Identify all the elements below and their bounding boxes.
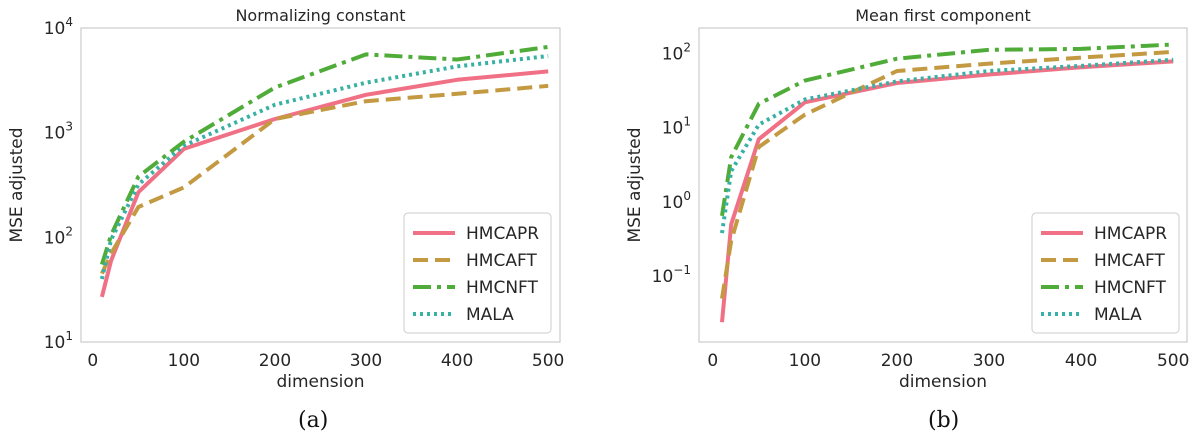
x-tick-label: 0 [87,351,98,371]
x-axis-label: dimension [276,372,364,392]
y-tick-label: 102 [44,224,73,248]
y-tick-base: 10 [652,267,674,287]
y-tick-base: 10 [662,119,684,139]
y-axis-label: MSE adjusted [7,127,27,242]
series-line-hmcnft [99,44,549,266]
legend-label-hmcapr: HMCAPR [466,224,539,244]
x-axis-label: dimension [899,372,987,392]
legend-box [1031,212,1180,334]
y-tick-exponent: 1 [683,115,691,129]
x-tick-label: 200 [881,351,913,371]
y-tick-label: 10−1 [652,263,691,287]
y-tick-base: 10 [44,124,66,144]
series-line-mala [720,57,1174,234]
plot-frame [80,27,561,343]
x-tick-label: 300 [350,351,382,371]
legend-label-hmcaft: HMCAFT [466,251,537,271]
y-tick-exponent: 2 [683,40,691,54]
y-tick-label: 104 [44,15,73,39]
y-tick-base: 10 [662,193,684,213]
y-tick-exponent: 0 [683,189,691,203]
caption-a: (a) [298,408,329,433]
legend-box [403,212,552,334]
legend-label-hmcapr: HMCAPR [1094,224,1167,244]
x-tick-label: 400 [441,351,473,371]
x-tick-label: 0 [707,351,718,371]
x-tick-label: 100 [789,351,821,371]
y-tick-base: 10 [44,333,66,353]
x-tick-label: 100 [168,351,200,371]
y-tick-label: 103 [44,120,73,144]
chart-title: Normalizing constant [235,6,405,25]
y-axis-label: MSE adjusted [625,127,645,242]
x-tick-label: 500 [1157,351,1189,371]
legend-label-mala: MALA [1094,305,1142,325]
x-tick-label: 200 [259,351,291,371]
y-tick-exponent: −1 [673,263,691,277]
legend-label-hmcnft: HMCNFT [1094,278,1167,298]
y-tick-label: 100 [662,189,691,213]
y-tick-exponent: 1 [65,329,73,343]
y-tick-base: 10 [44,19,66,39]
y-tick-label: 101 [44,329,73,353]
x-tick-label: 500 [532,351,564,371]
plot-frame [698,27,1188,343]
legend-label-hmcaft: HMCAFT [1094,251,1165,271]
series-line-mala [99,54,549,280]
x-tick-label: 400 [1065,351,1097,371]
y-tick-exponent: 4 [65,15,73,29]
series-line-hmcapr [720,59,1174,323]
chart-title: Mean first component [855,6,1031,25]
series-line-hmcaft [720,49,1174,299]
series-line-hmcnft [720,42,1174,217]
y-tick-exponent: 3 [65,120,73,134]
y-tick-base: 10 [44,228,66,248]
y-tick-base: 10 [662,44,684,64]
caption-b: (b) [928,408,960,433]
y-tick-label: 102 [662,40,691,64]
series-line-hmcaft [100,83,549,275]
legend-label-mala: MALA [466,305,514,325]
x-tick-label: 300 [973,351,1005,371]
legend-label-hmcnft: HMCNFT [466,278,539,298]
y-tick-exponent: 2 [65,224,73,238]
y-tick-label: 101 [662,115,691,139]
